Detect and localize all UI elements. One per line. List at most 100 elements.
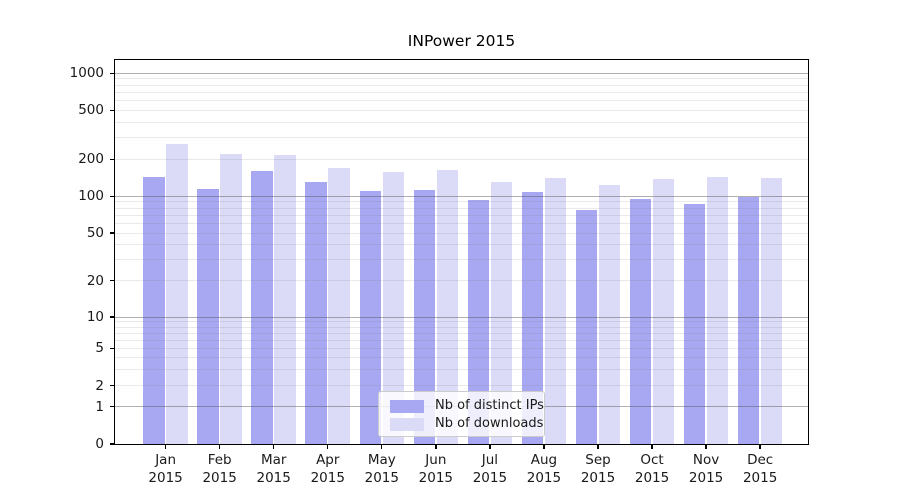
y-tick-label-1000: 1000 [69,65,104,82]
x-tick-nov [705,444,707,449]
minor-gridline-40 [115,244,808,246]
x-tick-label-may: May 2015 [364,452,399,486]
x-tick-sep [597,444,599,449]
bar-distinct-ips-feb [197,188,219,444]
y-tick-200 [110,158,115,160]
minor-gridline-60 [115,222,808,224]
minor-gridline-70 [115,214,808,216]
minor-gridline-7 [115,332,808,334]
minor-gridline-90 [115,201,808,203]
x-tick-label-nov: Nov 2015 [688,452,724,486]
chart-title: INPower 2015 [407,32,516,50]
legend-swatch-distinct-ips [390,399,424,413]
y-tick-100 [110,195,115,197]
bar-downloads-jun [436,169,459,444]
y-tick-0 [110,443,115,445]
x-tick-oct [651,444,653,449]
y-tick-20 [110,280,115,282]
x-tick-dec [759,444,761,449]
y-tick-label-100: 100 [78,188,104,205]
y-tick-1 [110,406,115,408]
y-tick-500 [110,109,115,111]
minor-gridline-3 [115,368,808,370]
minor-gridline-300 [115,137,808,139]
y-tick-label-500: 500 [78,102,104,119]
x-tick-label-jun: Jun 2015 [418,452,454,486]
minor-gridline-600 [115,100,808,102]
minor-gridline-20 [115,280,808,282]
bar-distinct-ips-dec [737,196,760,444]
minor-gridline-4 [115,356,808,358]
x-tick-feb [218,444,221,449]
y-tick-1000 [110,72,115,74]
minor-gridline-200 [115,158,808,160]
bar-distinct-ips-oct [629,199,652,444]
y-tick-label-20: 20 [86,272,104,289]
bar-distinct-ips-apr [305,181,328,444]
x-tick-label-jan: Jan 2015 [148,452,183,486]
legend-label-distinct-ips: Nb of distinct IPs [435,398,544,413]
y-tick-10 [110,316,115,318]
bar-distinct-ips-may [359,191,382,444]
plot-area [114,59,809,445]
major-gridline-100 [115,195,808,197]
y-tick-2 [110,385,115,387]
bar-distinct-ips-nov [683,203,706,444]
bar-distinct-ips-jan [143,177,165,444]
x-tick-label-aug: Aug 2015 [526,452,562,486]
bar-distinct-ips-sep [575,210,598,444]
minor-gridline-500 [115,109,808,111]
minor-gridline-800 [115,84,808,86]
minor-gridline-30 [115,259,808,261]
y-tick-label-200: 200 [78,151,104,168]
legend-row-downloads: Nb of downloads [379,415,544,433]
legend: Nb of distinct IPs Nb of downloads [378,391,545,437]
x-tick-aug [543,444,545,449]
x-tick-label-mar: Mar 2015 [256,452,291,486]
bar-downloads-apr [328,168,351,444]
bar-distinct-ips-jul [467,200,490,444]
y-tick-5 [110,347,115,349]
minor-gridline-900 [115,78,808,80]
x-tick-label-sep: Sep 2015 [580,452,616,486]
legend-row-distinct-ips: Nb of distinct IPs [379,397,544,415]
bar-distinct-ips-jun [413,190,436,444]
x-tick-mar [273,444,275,449]
x-tick-label-jul: Jul 2015 [472,452,508,486]
major-gridline-1000 [115,72,808,74]
x-tick-label-apr: Apr 2015 [310,452,345,486]
bar-distinct-ips-aug [521,192,544,444]
y-tick-label-50: 50 [86,225,104,241]
bar-downloads-jan [166,143,188,444]
minor-gridline-5 [115,347,808,349]
minor-gridline-80 [115,207,808,209]
bar-downloads-feb [220,154,242,444]
x-tick-may [381,444,383,449]
x-tick-label-oct: Oct 2015 [634,452,670,486]
bar-downloads-aug [544,178,567,444]
bar-downloads-mar [274,155,296,444]
y-tick-50 [110,232,115,234]
y-tick-label-5: 5 [95,340,104,357]
x-tick-jan [164,444,167,449]
minor-gridline-50 [115,232,808,234]
bar-downloads-dec [760,177,783,444]
bar-downloads-oct [652,178,675,444]
bar-downloads-jul [490,181,513,444]
minor-gridline-8 [115,326,808,328]
bar-downloads-sep [598,184,621,444]
major-gridline-10 [115,316,808,318]
y-tick-label-2: 2 [95,377,104,394]
minor-gridline-400 [115,121,808,123]
bar-distinct-ips-mar [251,170,273,444]
minor-gridline-2 [115,385,808,387]
bar-downloads-may [382,172,405,444]
x-tick-label-dec: Dec 2015 [742,452,778,486]
x-tick-label-feb: Feb 2015 [202,452,237,486]
legend-swatch-downloads [390,417,424,431]
y-tick-label-10: 10 [86,309,104,325]
x-tick-jun [435,444,437,449]
legend-label-downloads: Nb of downloads [435,416,544,431]
minor-gridline-700 [115,91,808,93]
